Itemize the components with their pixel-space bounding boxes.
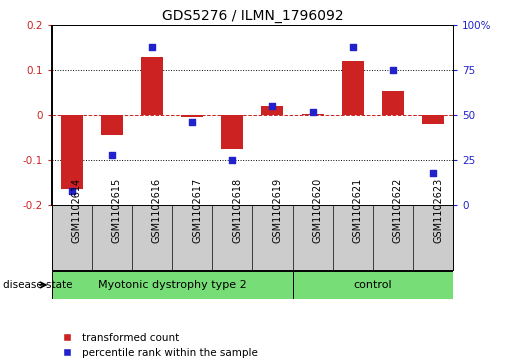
- Point: [228, 157, 236, 163]
- Bar: [293, 271, 453, 299]
- Text: GSM1102623: GSM1102623: [433, 178, 443, 243]
- Text: GSM1102617: GSM1102617: [192, 178, 202, 243]
- Bar: [101, 115, 123, 135]
- Point: [67, 188, 76, 193]
- Bar: [221, 115, 243, 149]
- Bar: [262, 106, 283, 115]
- Bar: [141, 57, 163, 115]
- Point: [188, 119, 196, 125]
- Bar: [342, 61, 364, 115]
- Text: disease state: disease state: [3, 280, 72, 290]
- Title: GDS5276 / ILMN_1796092: GDS5276 / ILMN_1796092: [162, 9, 343, 23]
- Bar: [302, 114, 323, 115]
- Bar: [52, 271, 293, 299]
- Text: control: control: [353, 280, 392, 290]
- Text: GSM1102620: GSM1102620: [313, 178, 322, 243]
- Point: [389, 68, 397, 73]
- Bar: [61, 115, 82, 189]
- Text: GSM1102618: GSM1102618: [232, 178, 242, 243]
- Text: GSM1102615: GSM1102615: [112, 178, 122, 243]
- Text: GSM1102616: GSM1102616: [152, 178, 162, 243]
- Legend: transformed count, percentile rank within the sample: transformed count, percentile rank withi…: [57, 333, 258, 358]
- Point: [148, 44, 156, 50]
- Text: Myotonic dystrophy type 2: Myotonic dystrophy type 2: [98, 280, 246, 290]
- Bar: [181, 115, 203, 118]
- Text: GSM1102619: GSM1102619: [272, 178, 282, 243]
- Point: [429, 170, 437, 176]
- Point: [108, 152, 116, 158]
- Point: [268, 103, 277, 109]
- Text: GSM1102622: GSM1102622: [393, 178, 403, 243]
- Text: GSM1102614: GSM1102614: [72, 178, 81, 243]
- Point: [349, 44, 357, 50]
- Bar: [422, 115, 444, 124]
- Bar: [382, 90, 404, 115]
- Text: GSM1102621: GSM1102621: [353, 178, 363, 243]
- Point: [308, 109, 317, 115]
